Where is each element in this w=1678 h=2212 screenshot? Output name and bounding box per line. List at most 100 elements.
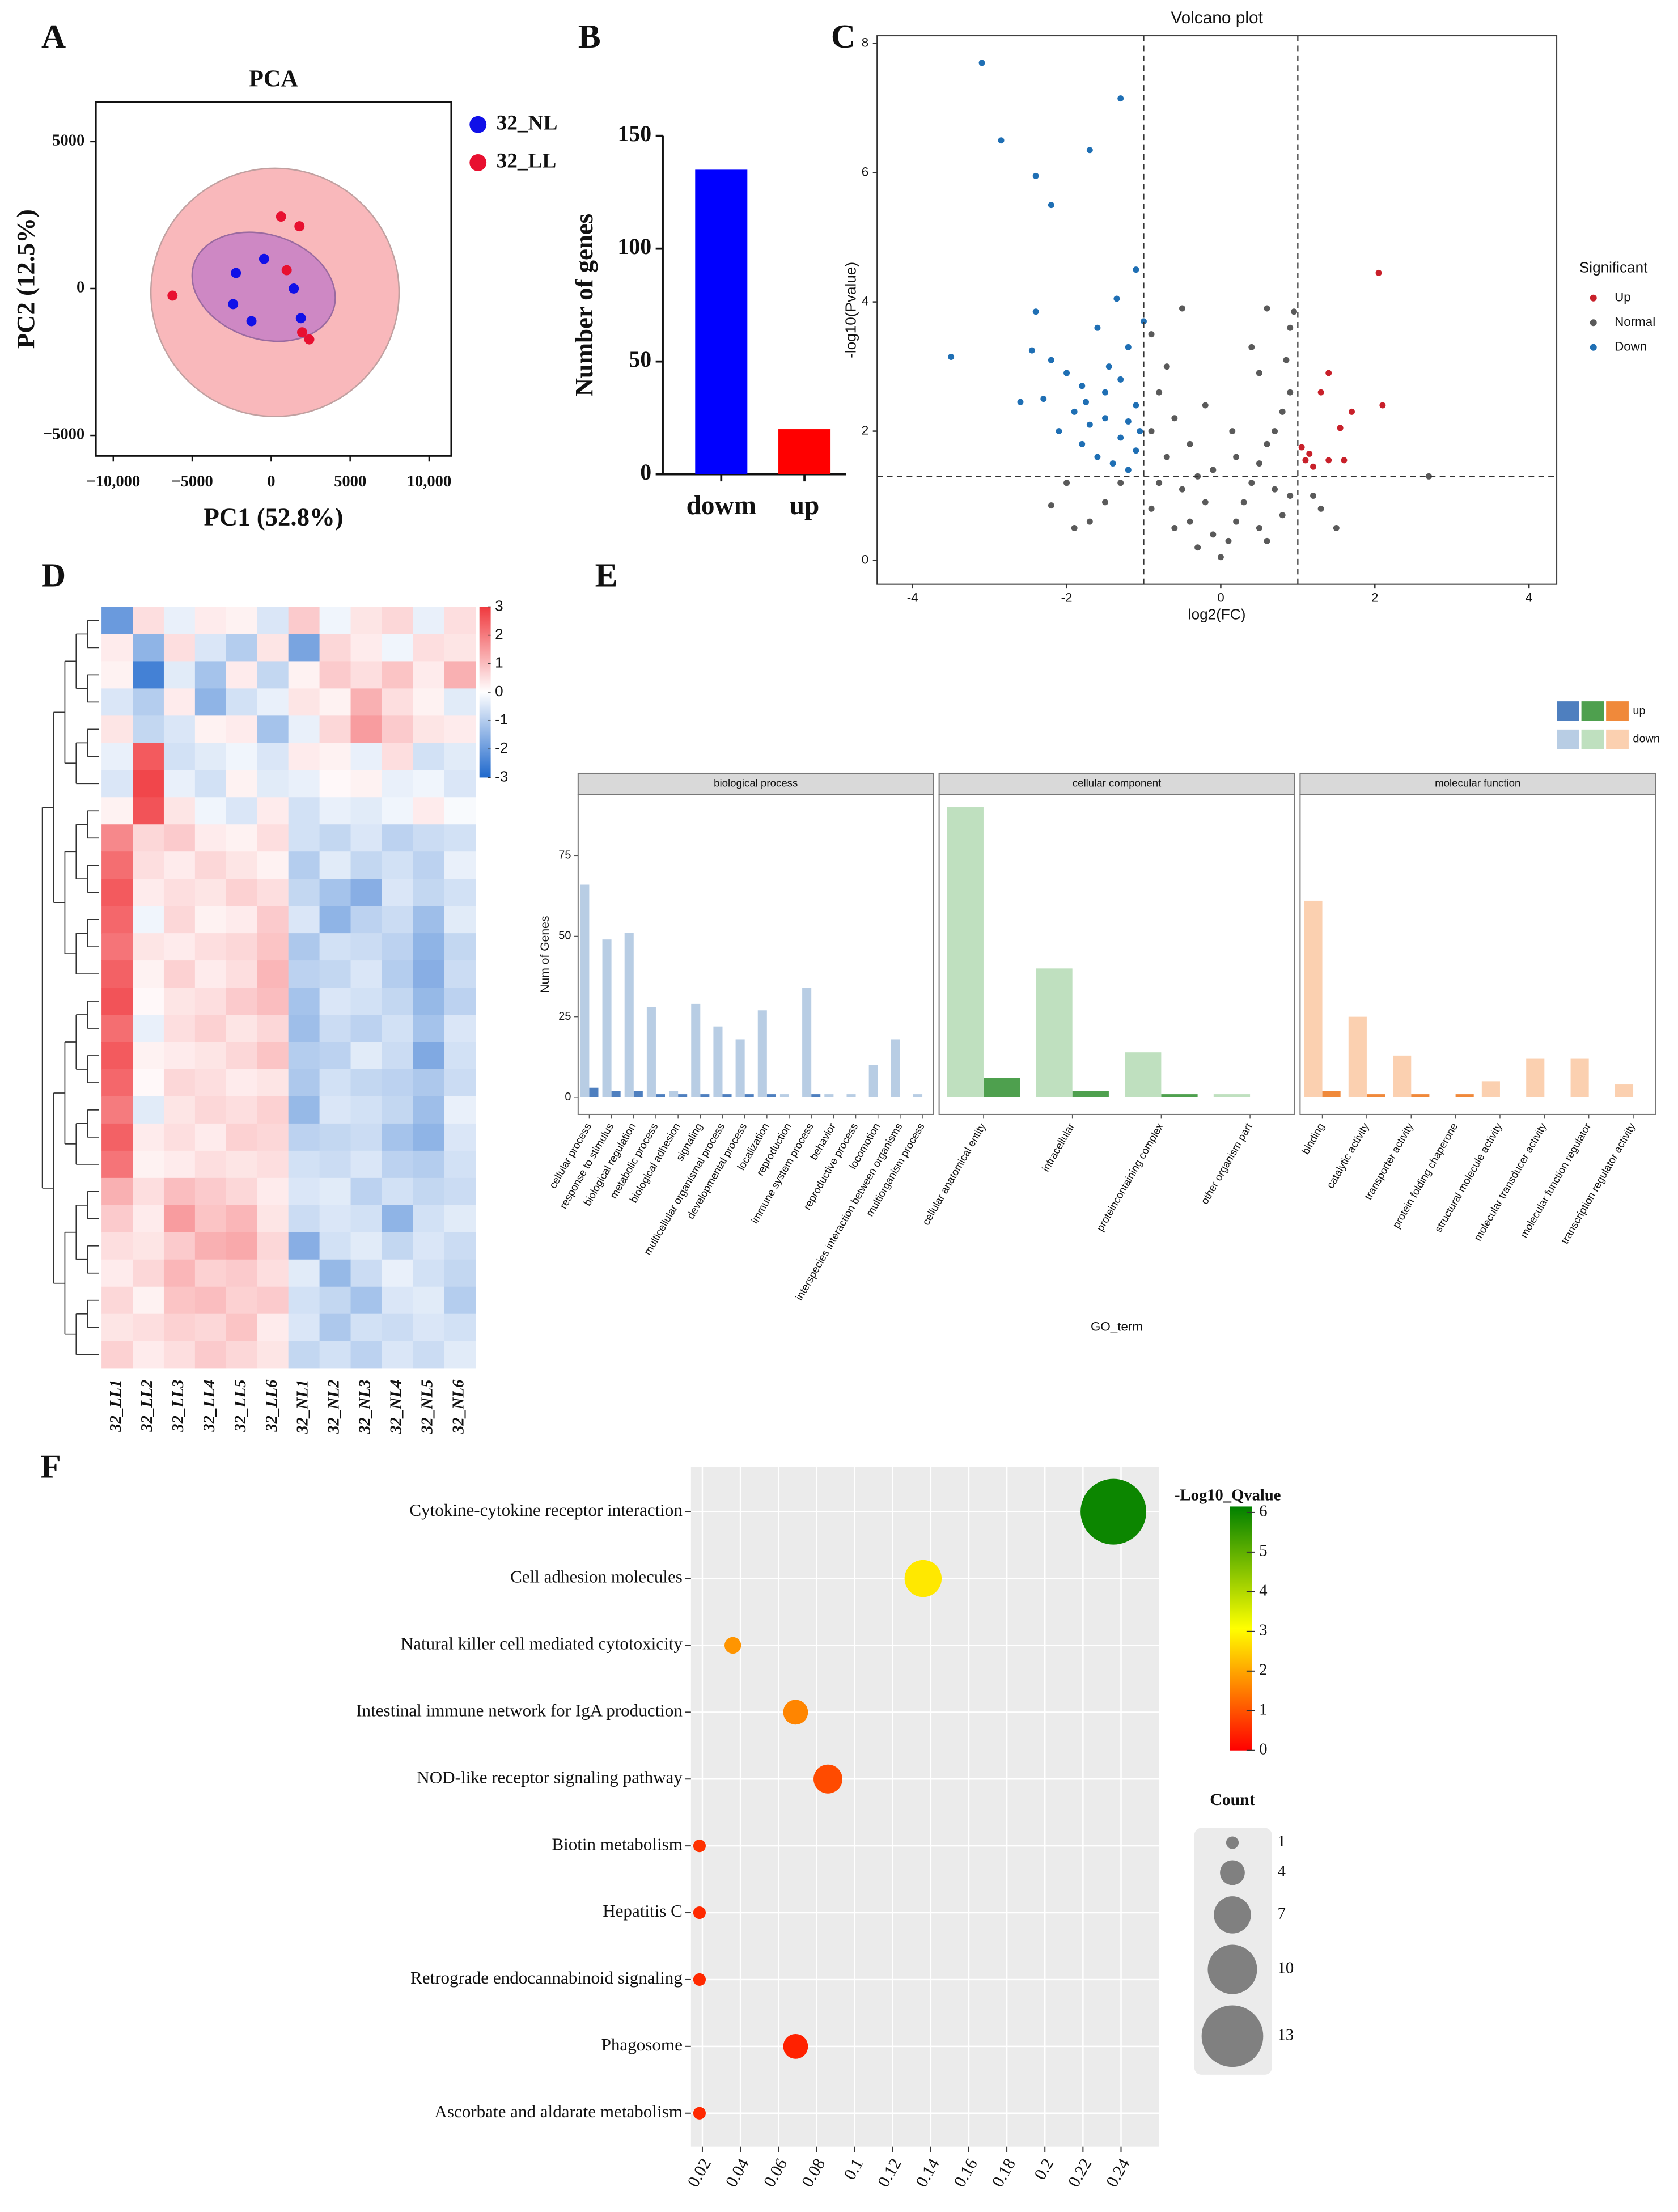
chart-title: Volcano plot [1171,9,1263,27]
heat-cell [257,1205,289,1233]
heat-cell [288,933,320,961]
bar [1036,968,1073,1097]
heat-cell [444,1150,476,1179]
heat-cell [163,1069,196,1097]
heat-cell [101,1096,133,1124]
heat-cell [350,797,383,825]
bar [1304,900,1323,1097]
heat-cell [194,879,227,906]
point [1291,308,1298,315]
x-tick-label: 4 [1526,590,1532,604]
point [1325,457,1332,464]
heat-cell [413,1341,445,1369]
y-tick-label: 25 [558,1010,571,1023]
heat-cell [382,1205,414,1233]
heat-cell [194,1259,227,1287]
heat-cell [319,715,351,744]
y-axis-title: -log10(Pvalue) [842,262,859,358]
heat-cell [101,1177,133,1206]
colorbar-label: 0 [495,683,503,700]
heat-cell [350,988,383,1015]
heat-cell [226,1042,258,1070]
x-axis-title: PC1 (52.8%) [204,503,343,531]
heat-cell [133,715,164,744]
heat-cell [194,1313,227,1342]
heat-cell [194,661,227,689]
heat-cell [101,988,133,1015]
point [259,253,269,264]
heat-cell [163,906,196,934]
point [246,316,257,327]
point [1210,467,1217,473]
heat-cell [163,770,196,798]
y-tick-label: Retrograde endocannabinoid signaling [410,1968,683,1988]
panel-label: E [595,556,618,594]
colorbar-label: 2 [1259,1661,1267,1679]
point [1148,428,1155,435]
y-tick-label: Cell adhesion molecules [510,1567,683,1587]
heat-cell [444,1205,476,1233]
heat-cell [101,1015,133,1043]
heat-cell [288,1177,320,1206]
heat-cell [444,661,476,689]
heat-cell [444,634,476,662]
point [1287,324,1294,331]
heat-cell [194,1096,227,1124]
bar [1393,1055,1412,1097]
point [1086,421,1093,428]
heat-cell [350,1232,383,1260]
heat-cell [163,1205,196,1233]
plot-frame [95,101,452,457]
heat-cell [444,1177,476,1206]
x-tick-label: 10,000 [407,473,452,490]
size-legend-label: 10 [1278,1960,1294,1977]
point [1225,537,1232,544]
heat-cell [319,1341,351,1369]
heat-cell [288,607,320,635]
facet-title: cellular component [1073,777,1162,789]
y-tick-label: 0 [77,279,84,296]
heat-cell [163,1232,196,1260]
x-tick-label: -4 [907,590,918,604]
heat-cell [163,960,196,988]
heat-cell [444,1259,476,1287]
bubble [693,1973,706,1986]
heat-cell [382,1069,414,1097]
legend-swatch [1581,701,1604,721]
heat-cell [288,1015,320,1043]
heat-cell [133,797,164,825]
heat-cell [133,824,164,852]
bar [611,1091,621,1097]
heat-cell [319,1015,351,1043]
heat-cell [288,1232,320,1260]
bar [1348,1016,1367,1097]
y-tick-label: 100 [618,234,652,259]
heat-cell [194,1177,227,1206]
heat-cell [413,879,445,906]
point [1117,434,1124,441]
heat-cell [163,1286,196,1315]
heat-cell [413,661,445,689]
legend-label: Normal [1615,315,1655,329]
heat-cell [382,797,414,825]
column-label: 32_LL2 [138,1380,156,1433]
heat-cell [226,797,258,825]
heat-cell [413,933,445,961]
x-tick-label: -2 [1061,590,1073,604]
point [1163,363,1170,370]
point [1086,518,1093,525]
size-legend-marker [1220,1860,1245,1885]
heat-cell [226,770,258,798]
heat-cell [226,634,258,662]
heat-cell [194,1015,227,1043]
heat-cell [257,906,289,934]
heat-cell [101,1259,133,1287]
bar [633,1091,643,1097]
point [289,283,299,294]
y-tick-label: NOD-like receptor signaling pathway [417,1767,683,1787]
point [1063,370,1070,376]
heat-cell [413,1015,445,1043]
heat-cell [163,1341,196,1369]
heat-cell [288,688,320,717]
y-tick-label: 150 [618,121,652,146]
